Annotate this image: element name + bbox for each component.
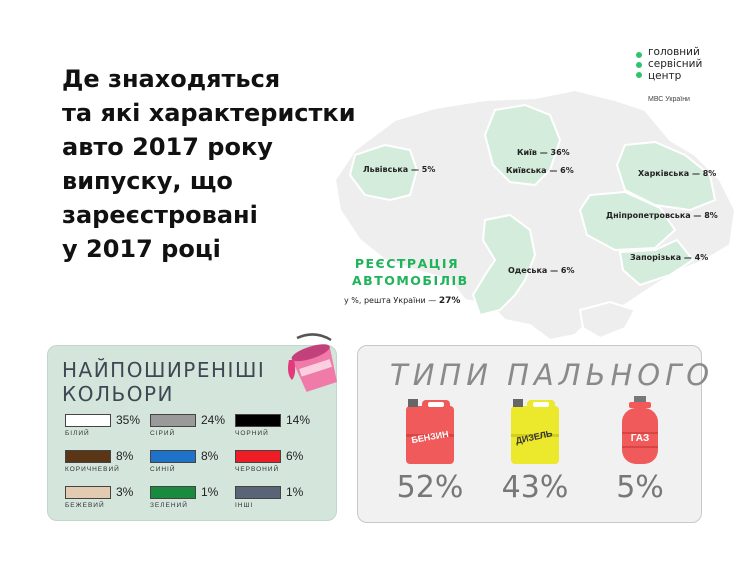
region-lviv xyxy=(348,143,419,202)
color-swatch xyxy=(235,414,281,427)
color-pct: 8% xyxy=(116,449,134,463)
color-item: 35% БІЛИЙ xyxy=(65,413,155,444)
ukraine-map: Львівська — 5% Київ — 36% Київська — 6% … xyxy=(325,70,745,365)
logo-subtitle: МВС України xyxy=(648,96,690,103)
logo-text: головний сервісний центр xyxy=(648,46,702,82)
color-item: 24% СІРИЙ xyxy=(150,413,240,444)
region-label-odesa: Одеська — 6% xyxy=(508,266,575,275)
color-pct: 1% xyxy=(286,485,304,499)
registration-note: у %, решта України — 27% xyxy=(344,296,460,306)
region-dnipro xyxy=(578,190,677,252)
colors-title: НАЙПОШИРЕНІШІ КОЛЬОРИ xyxy=(62,358,265,406)
color-swatch xyxy=(235,486,281,499)
color-pct: 8% xyxy=(201,449,219,463)
color-swatch xyxy=(65,486,111,499)
fuel-pct-petrol: 52% xyxy=(396,470,464,505)
logo-line: центр xyxy=(648,70,682,82)
region-kyiv xyxy=(483,103,562,187)
color-name: ЗЕЛЕНИЙ xyxy=(150,502,188,509)
color-item: 8% СИНІЙ xyxy=(150,449,240,480)
fuel-title: ТИПИ ПАЛЬНОГО xyxy=(390,358,715,392)
paint-bucket-icon xyxy=(283,330,347,399)
logo-line: головний xyxy=(648,46,700,58)
color-name: ЧОРНИЙ xyxy=(235,430,269,437)
color-item: 6% ЧЕРВОНИЙ xyxy=(235,449,325,480)
fuel-pct-diesel: 43% xyxy=(501,470,569,505)
region-label-kyiv-city: Київ — 36% xyxy=(517,148,570,157)
colors-panel: НАЙПОШИРЕНІШІ КОЛЬОРИ 35% БІЛИЙ 24% СІРИЙ 14… xyxy=(47,345,337,521)
region-odesa xyxy=(471,213,537,317)
logo-line: сервісний xyxy=(648,58,703,70)
color-pct: 3% xyxy=(116,485,134,499)
title-line: у 2017 році xyxy=(62,235,221,263)
jerrycan-icon xyxy=(402,396,458,471)
registration-title: РЕЄСТРАЦІЯ АВТОМОБІЛІВ xyxy=(352,255,469,289)
region-kharkiv xyxy=(615,140,717,212)
registration-title-line: АВТОМОБІЛІВ xyxy=(352,273,469,288)
region-label-zaporizhzhia: Запорізька — 4% xyxy=(630,253,709,262)
color-name: КОРИЧНЕВИЙ xyxy=(65,466,120,473)
region-label-lviv: Львівська — 5% xyxy=(363,165,436,174)
region-label-dnipro: Дніпропетровська — 8% xyxy=(606,211,718,220)
color-swatch xyxy=(235,450,281,463)
color-name: БЕЖЕВИЙ xyxy=(65,502,105,509)
color-pct: 1% xyxy=(201,485,219,499)
fuel-label-gas: ГАЗ xyxy=(630,433,650,444)
map-icon xyxy=(333,88,737,342)
color-name: СИНІЙ xyxy=(150,466,176,473)
color-item: 1% ЗЕЛЕНИЙ xyxy=(150,485,240,516)
color-name: ЧЕРВОНИЙ xyxy=(235,466,280,473)
title-line: випуску, що xyxy=(62,167,233,195)
registration-rest-value: 27% xyxy=(438,296,461,306)
color-pct: 24% xyxy=(201,413,226,427)
color-item: 14% ЧОРНИЙ xyxy=(235,413,325,444)
color-item: 8% КОРИЧНЕВИЙ xyxy=(65,449,155,480)
title-line: Де знаходяться xyxy=(62,65,281,93)
registration-title-line: РЕЄСТРАЦІЯ xyxy=(354,256,460,271)
region-zaporizhzhia xyxy=(618,238,695,287)
colors-title-line: КОЛЬОРИ xyxy=(62,382,174,406)
title-line: авто 2017 року xyxy=(62,133,273,161)
color-pct: 6% xyxy=(286,449,304,463)
page-title: Де знаходяться та які характеристки авто… xyxy=(62,62,362,266)
gas-cylinder-icon xyxy=(617,396,663,473)
region-label-kharkiv: Харківська — 8% xyxy=(638,169,717,178)
color-name: СІРИЙ xyxy=(150,430,176,437)
jerrycan-icon xyxy=(507,396,563,471)
color-item: 3% БЕЖЕВИЙ xyxy=(65,485,155,516)
map-crimea xyxy=(578,300,637,340)
colors-title-line: НАЙПОШИРЕНІШІ xyxy=(62,358,266,382)
color-name: БІЛИЙ xyxy=(65,430,90,437)
color-swatch xyxy=(65,414,111,427)
color-pct: 14% xyxy=(286,413,311,427)
logo-dots-icon xyxy=(636,52,642,82)
color-swatch xyxy=(150,486,196,499)
fuel-pct-gas: 5% xyxy=(616,470,664,505)
color-name: ІНШІ xyxy=(235,502,254,509)
title-line: та які характеристки xyxy=(62,99,356,127)
region-label-kyiv-oblast: Київська — 6% xyxy=(506,166,574,175)
registration-note-text: у %, решта України — xyxy=(344,296,437,305)
color-swatch xyxy=(65,450,111,463)
color-swatch xyxy=(150,414,196,427)
color-pct: 35% xyxy=(116,413,141,427)
color-item: 1% ІНШІ xyxy=(235,485,325,516)
color-swatch xyxy=(150,450,196,463)
title-line: зареєстровані xyxy=(62,201,258,229)
